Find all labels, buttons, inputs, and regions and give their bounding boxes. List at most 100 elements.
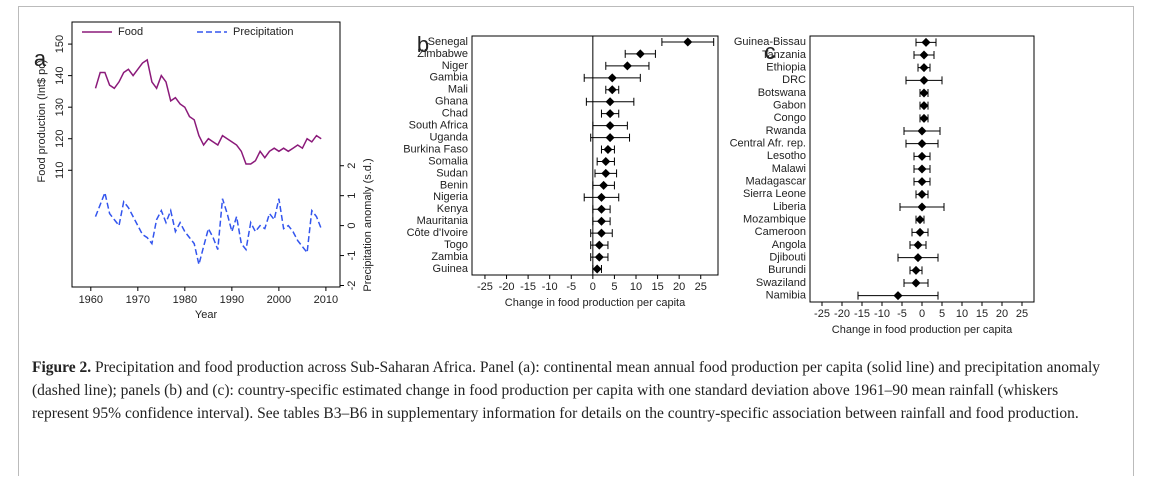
x-tick-label: -15 xyxy=(854,308,870,320)
category-label: Zimbabwe xyxy=(417,48,468,60)
estimate-dot xyxy=(601,156,611,166)
category-label: Angola xyxy=(772,239,807,251)
x-tick-label: 10 xyxy=(956,308,968,320)
x-tick-label: -15 xyxy=(520,281,536,293)
category-label: Kenya xyxy=(437,203,469,215)
category-label: Swaziland xyxy=(756,277,806,289)
category-label: Côte d'Ivoire xyxy=(407,227,468,239)
category-label: Malawi xyxy=(772,163,806,175)
x-tick-label: 25 xyxy=(695,281,707,293)
category-label: Togo xyxy=(444,239,468,251)
y-tick-label: 130 xyxy=(54,98,66,116)
estimate-dot xyxy=(592,264,602,274)
estimate-dot xyxy=(919,75,929,85)
estimate-dot xyxy=(911,278,921,288)
caption: Figure 2. Precipitation and food product… xyxy=(32,356,1117,425)
y-tick-label: 140 xyxy=(54,66,66,84)
caption-text: Precipitation and food production across… xyxy=(32,359,1101,422)
y-tick-label: 120 xyxy=(54,130,66,148)
estimate-dot xyxy=(601,168,611,178)
x-tick-label: 20 xyxy=(996,308,1008,320)
category-label: Madagascar xyxy=(745,176,806,188)
y2-tick-label: -1 xyxy=(346,251,358,261)
legend-label: Precipitation xyxy=(233,26,294,38)
estimate-dot xyxy=(919,113,929,123)
estimate-dot xyxy=(913,240,923,250)
estimate-dot xyxy=(917,177,927,187)
category-label: South Africa xyxy=(409,120,469,132)
category-label: Liberia xyxy=(773,201,807,213)
estimate-dot xyxy=(596,228,606,238)
x-tick-label: 1970 xyxy=(126,294,150,306)
estimate-dot xyxy=(605,121,615,131)
y2-tick-label: -2 xyxy=(346,281,358,291)
x-axis-label: Change in food production per capita xyxy=(505,297,686,309)
x-tick-label: 5 xyxy=(611,281,617,293)
category-label: Tanzania xyxy=(762,49,807,61)
estimate-dot xyxy=(622,61,632,71)
estimate-dot xyxy=(893,291,903,301)
y2-tick-label: 1 xyxy=(346,193,358,199)
panel-letter: c xyxy=(765,39,776,64)
estimate-dot xyxy=(911,265,921,275)
y2-tick-label: 0 xyxy=(346,223,358,229)
x-tick-label: 25 xyxy=(1016,308,1028,320)
category-label: Guinea-Bissau xyxy=(734,36,806,48)
plot-frame xyxy=(71,21,341,288)
figure-frame xyxy=(18,6,1134,476)
plot-frame xyxy=(471,35,719,276)
x-axis-label: Year xyxy=(195,309,218,321)
estimate-dot xyxy=(917,164,927,174)
category-label: DRC xyxy=(782,74,806,86)
category-label: Senegal xyxy=(428,36,468,48)
category-label: Gambia xyxy=(429,72,468,84)
estimate-dot xyxy=(596,204,606,214)
estimate-dot xyxy=(605,109,615,119)
category-label: Sudan xyxy=(436,167,468,179)
caption-label: Figure 2. xyxy=(32,359,92,376)
panel-letter: b xyxy=(417,32,429,57)
estimate-dot xyxy=(921,37,931,47)
category-label: Sierra Leone xyxy=(743,188,806,200)
x-tick-label: -10 xyxy=(542,281,558,293)
estimate-dot xyxy=(596,192,606,202)
legend-label: Food xyxy=(118,26,143,38)
category-label: Ghana xyxy=(435,96,469,108)
x-tick-label: 10 xyxy=(630,281,642,293)
x-tick-label: -25 xyxy=(814,308,830,320)
estimate-dot xyxy=(919,50,929,60)
estimate-dot xyxy=(605,97,615,107)
category-label: Nigeria xyxy=(433,191,469,203)
series-line xyxy=(94,58,322,165)
estimate-dot xyxy=(919,63,929,73)
estimate-dot xyxy=(683,37,693,47)
y-tick-label: 110 xyxy=(54,162,66,180)
estimate-dot xyxy=(917,151,927,161)
x-tick-label: 0 xyxy=(590,281,596,293)
x-tick-label: 0 xyxy=(919,308,925,320)
estimate-dot xyxy=(594,240,604,250)
y-axis-label: Food production (Int$ pc) xyxy=(36,60,48,183)
x-tick-label: 15 xyxy=(651,281,663,293)
x-tick-label: 20 xyxy=(673,281,685,293)
category-label: Rwanda xyxy=(766,125,807,137)
category-label: Gabon xyxy=(773,100,806,112)
x-tick-label: 15 xyxy=(976,308,988,320)
x-tick-label: -20 xyxy=(834,308,850,320)
estimate-dot xyxy=(917,202,927,212)
x-axis-label: Change in food production per capita xyxy=(832,324,1013,336)
category-label: Ethiopia xyxy=(766,62,807,74)
category-label: Djibouti xyxy=(769,252,806,264)
category-label: Zambia xyxy=(431,251,469,263)
category-label: Burundi xyxy=(768,264,806,276)
category-label: Chad xyxy=(442,108,468,120)
x-tick-label: 2000 xyxy=(267,294,291,306)
category-label: Somalia xyxy=(428,155,469,167)
x-tick-label: 1990 xyxy=(220,294,244,306)
estimate-dot xyxy=(915,227,925,237)
x-tick-label: -5 xyxy=(566,281,576,293)
x-tick-label: -5 xyxy=(897,308,907,320)
category-label: Guinea xyxy=(433,263,469,275)
